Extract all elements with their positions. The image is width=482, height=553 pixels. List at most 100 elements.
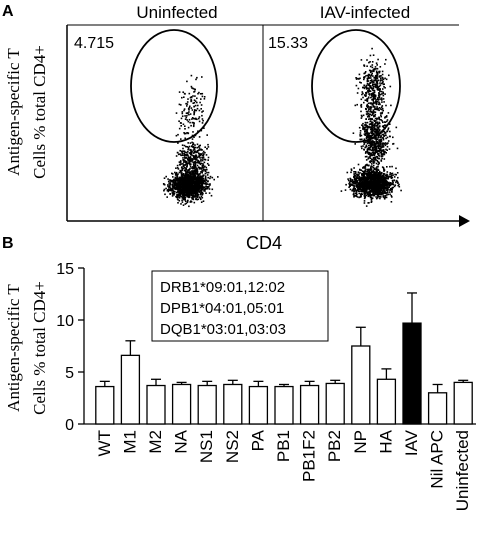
event-dot-1640 [179, 161, 182, 164]
event-dot-2244 [371, 113, 374, 116]
event-dot-2273 [365, 86, 368, 88]
event-dot-1658 [192, 158, 194, 161]
event-dot-1040 [344, 189, 347, 191]
event-dot-951 [361, 185, 363, 188]
event-dot-499 [392, 183, 395, 186]
event-dot-558 [361, 193, 364, 195]
event-dot-1745 [392, 136, 394, 139]
event-dot-1804 [376, 128, 379, 131]
event-dot-1598 [379, 147, 381, 150]
event-dot-1222 [370, 184, 373, 186]
event-dot-937 [395, 181, 397, 184]
event-dot-1800 [187, 132, 189, 135]
event-dot-1572 [197, 149, 200, 151]
event-dot-1988 [368, 139, 371, 142]
event-dot-733 [193, 179, 195, 182]
facet-title-iav-infected: IAV-infected [320, 3, 410, 22]
event-dot-1334 [183, 180, 185, 183]
event-dot-1037 [364, 193, 367, 195]
event-dot-1282 [372, 193, 374, 196]
event-dot-1845 [193, 88, 196, 90]
event-dot-2357 [358, 78, 360, 80]
event-dot-445 [178, 199, 181, 202]
event-dot-1769 [378, 122, 380, 125]
event-dot-2298 [360, 104, 362, 107]
event-dot-1308 [366, 175, 369, 178]
event-dot-1355 [178, 192, 181, 195]
event-dot-2209 [368, 84, 371, 87]
event-dot-1739 [374, 151, 376, 153]
event-dot-1438 [370, 118, 372, 121]
event-dot-1924 [389, 172, 392, 174]
event-dot-2352 [380, 97, 383, 99]
event-dot-1399 [188, 191, 190, 193]
event-dot-1062 [188, 196, 191, 198]
event-dot-1263 [192, 180, 195, 183]
event-dot-2369 [376, 106, 378, 108]
event-dot-1656 [377, 124, 379, 126]
event-dot-207 [360, 188, 362, 191]
bar-nil-apc [427, 392, 448, 425]
event-dot-1863 [185, 112, 188, 114]
event-dot-449 [197, 176, 200, 179]
event-dot-1177 [172, 189, 174, 191]
event-dot-1374 [198, 188, 200, 191]
event-dot-1121 [383, 188, 386, 190]
event-dot-1633 [201, 156, 203, 159]
event-dot-1264 [197, 194, 200, 196]
event-dot-1303 [380, 192, 383, 194]
event-dot-2153 [376, 80, 379, 82]
event-dot-1379 [179, 181, 181, 184]
event-dot-1642 [366, 139, 368, 142]
event-dot-943 [382, 189, 385, 191]
event-dot-1340 [186, 178, 188, 180]
event-dot-1785 [187, 98, 189, 100]
event-dot-1221 [369, 189, 372, 192]
event-dot-1608 [198, 149, 201, 151]
event-dot-1606 [188, 179, 191, 181]
event-dot-1895 [368, 152, 370, 155]
event-dot-1372 [374, 183, 376, 186]
event-dot-1853 [203, 127, 205, 129]
event-dot-1497 [196, 164, 199, 167]
event-dot-1694 [200, 168, 202, 170]
event-dot-1702 [382, 146, 385, 148]
event-dot-237 [173, 185, 175, 187]
event-dot-1992 [368, 144, 370, 147]
event-dot-1742 [188, 152, 191, 154]
event-dot-770 [358, 196, 360, 199]
event-dot-1738 [202, 154, 205, 157]
event-dot-1298 [205, 187, 207, 190]
event-dot-1231 [367, 172, 369, 175]
event-dot-2366 [363, 64, 366, 67]
x-tick-label-8: PB1F2 [300, 430, 319, 482]
event-dot-1035 [209, 183, 211, 185]
event-dot-2363 [356, 92, 359, 94]
event-dot-785 [167, 178, 169, 180]
event-dot-1717 [181, 152, 184, 155]
event-dot-839 [183, 192, 185, 195]
event-dot-1614 [188, 176, 190, 178]
event-dot-2203 [382, 77, 384, 79]
event-dot-1789 [192, 117, 195, 120]
event-dot-854 [200, 195, 203, 198]
event-dot-1197 [183, 199, 185, 201]
event-dot-650 [163, 189, 165, 192]
event-dot-1677 [379, 145, 382, 148]
event-dot-213 [392, 186, 394, 189]
event-dot-1749 [191, 180, 194, 183]
event-dot-1768 [185, 116, 188, 119]
event-dot-1776 [372, 123, 374, 126]
event-dot-2100 [378, 109, 380, 112]
event-dot-1013 [195, 177, 197, 179]
event-dot-2091 [372, 75, 374, 77]
event-dot-2260 [373, 77, 375, 79]
event-dot-1833 [375, 140, 378, 143]
event-dot-1818 [181, 112, 184, 115]
event-dot-1281 [366, 174, 368, 176]
event-dot-1326 [200, 189, 202, 191]
event-dot-745 [205, 183, 207, 185]
event-dot-903 [198, 196, 200, 198]
event-dot-1832 [186, 103, 189, 105]
event-dot-2038 [370, 96, 372, 99]
